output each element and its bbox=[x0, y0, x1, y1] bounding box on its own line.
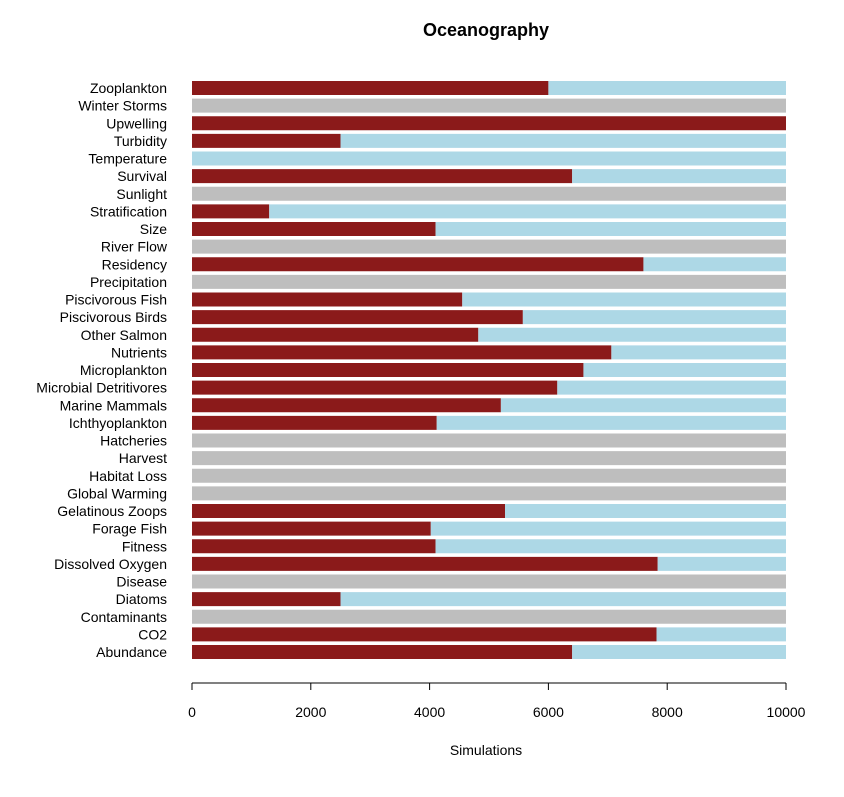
bar-empty-precipitation bbox=[192, 274, 786, 289]
bar-primary-microplankton bbox=[192, 363, 584, 377]
category-label-ichthyoplankton: Ichthyoplankton bbox=[69, 415, 167, 431]
bar-primary-residency bbox=[192, 257, 644, 272]
bar-remainder-dissolved-oxygen bbox=[657, 556, 786, 571]
bar-primary-co2 bbox=[192, 627, 657, 642]
category-label-stratification: Stratification bbox=[90, 203, 167, 219]
bar-empty-harvest bbox=[192, 451, 786, 466]
category-label-hatcheries: Hatcheries bbox=[100, 433, 167, 449]
bar-primary-abundance bbox=[192, 645, 573, 659]
category-label-piscivorous-birds: Piscivorous Birds bbox=[60, 309, 167, 325]
category-label-size: Size bbox=[140, 221, 167, 237]
bar-primary-microbial-detritivores bbox=[192, 380, 558, 395]
category-label-precipitation: Precipitation bbox=[90, 274, 167, 290]
bar-remainder-stratification bbox=[269, 204, 787, 219]
x-tick-label-6000: 6000 bbox=[533, 704, 564, 720]
category-label-global-warming: Global Warming bbox=[67, 485, 167, 501]
bar-empty-habitat-loss bbox=[192, 468, 786, 483]
category-label-diatoms: Diatoms bbox=[116, 591, 167, 607]
chart-title: Oceanography bbox=[423, 20, 549, 40]
bar-primary-nutrients bbox=[192, 345, 612, 360]
category-label-dissolved-oxygen: Dissolved Oxygen bbox=[54, 556, 167, 572]
category-label-survival: Survival bbox=[117, 168, 167, 184]
bar-remainder-gelatinous-zoops bbox=[505, 504, 786, 518]
bar-remainder-co2 bbox=[656, 627, 786, 642]
category-label-sunlight: Sunlight bbox=[116, 186, 167, 202]
bar-primary-size bbox=[192, 222, 436, 236]
category-label-forage-fish: Forage Fish bbox=[92, 521, 167, 537]
bar-remainder-abundance bbox=[572, 645, 786, 659]
bar-remainder-marine-mammals bbox=[500, 398, 786, 413]
bar-primary-piscivorous-fish bbox=[192, 292, 463, 307]
x-tick-label-0: 0 bbox=[188, 704, 196, 720]
category-label-nutrients: Nutrients bbox=[111, 344, 167, 360]
category-label-winter-storms: Winter Storms bbox=[78, 98, 167, 114]
category-label-zooplankton: Zooplankton bbox=[90, 80, 167, 96]
bar-remainder-forage-fish bbox=[430, 521, 786, 536]
bar-primary-fitness bbox=[192, 539, 436, 554]
bar-remainder-zooplankton bbox=[548, 81, 786, 95]
bar-primary-survival bbox=[192, 169, 573, 184]
bar-remainder-microplankton bbox=[583, 363, 786, 377]
x-tick-label-8000: 8000 bbox=[652, 704, 683, 720]
bar-remainder-other-salmon bbox=[478, 327, 786, 342]
category-label-upwelling: Upwelling bbox=[106, 115, 167, 131]
bar-remainder-nutrients bbox=[611, 345, 786, 360]
bar-primary-piscivorous-birds bbox=[192, 310, 523, 325]
bar-primary-zooplankton bbox=[192, 81, 549, 95]
category-label-contaminants: Contaminants bbox=[81, 609, 167, 625]
bar-remainder-fitness bbox=[435, 539, 786, 554]
category-label-temperature: Temperature bbox=[88, 151, 167, 167]
category-label-turbidity: Turbidity bbox=[114, 133, 167, 149]
bar-primary-stratification bbox=[192, 204, 270, 219]
category-label-co2: CO2 bbox=[138, 626, 167, 642]
category-label-piscivorous-fish: Piscivorous Fish bbox=[65, 292, 167, 308]
bar-remainder-ichthyoplankton bbox=[436, 415, 786, 430]
category-label-other-salmon: Other Salmon bbox=[81, 327, 167, 343]
bar-empty-river-flow bbox=[192, 239, 786, 254]
bar-empty-sunlight bbox=[192, 186, 786, 201]
bar-empty-winter-storms bbox=[192, 98, 786, 113]
bar-empty-contaminants bbox=[192, 609, 786, 624]
category-label-disease: Disease bbox=[116, 574, 167, 590]
category-label-gelatinous-zoops: Gelatinous Zoops bbox=[57, 503, 167, 519]
x-axis: 0 2000 4000 6000 8000 10000 bbox=[188, 682, 806, 720]
category-label-harvest: Harvest bbox=[119, 450, 167, 466]
bar-remainder-piscivorous-fish bbox=[462, 292, 786, 307]
bar-primary-dissolved-oxygen bbox=[192, 556, 658, 571]
category-label-abundance: Abundance bbox=[96, 644, 167, 660]
category-label-habitat-loss: Habitat Loss bbox=[89, 468, 167, 484]
bar-remainder-diatoms bbox=[340, 592, 786, 607]
bar-empty-disease bbox=[192, 574, 786, 589]
bar-remainder-piscivorous-birds bbox=[522, 310, 786, 325]
x-tick-label-4000: 4000 bbox=[414, 704, 445, 720]
bar-primary-ichthyoplankton bbox=[192, 415, 437, 430]
category-label-microbial-detritivores: Microbial Detritivores bbox=[36, 380, 167, 396]
bar-remainder-residency bbox=[643, 257, 786, 272]
category-label-fitness: Fitness bbox=[122, 538, 167, 554]
bar-empty-global-warming bbox=[192, 486, 786, 501]
x-tick-label-2000: 2000 bbox=[295, 704, 326, 720]
bar-primary-gelatinous-zoops bbox=[192, 504, 506, 518]
category-label-microplankton: Microplankton bbox=[80, 362, 167, 378]
bar-remainder-microbial-detritivores bbox=[557, 380, 786, 395]
bar-remainder-temperature bbox=[192, 151, 786, 166]
x-axis-title: Simulations bbox=[450, 742, 522, 758]
bar-primary-other-salmon bbox=[192, 327, 479, 342]
category-label-residency: Residency bbox=[102, 256, 167, 272]
x-tick-label-10000: 10000 bbox=[767, 704, 806, 720]
bar-empty-hatcheries bbox=[192, 433, 786, 448]
bar-primary-forage-fish bbox=[192, 521, 431, 536]
bar-primary-marine-mammals bbox=[192, 398, 501, 413]
bar-remainder-size bbox=[435, 222, 786, 236]
bars-group bbox=[192, 81, 787, 659]
bar-primary-diatoms bbox=[192, 592, 341, 607]
category-label-river-flow: River Flow bbox=[101, 239, 168, 255]
bar-remainder-survival bbox=[572, 169, 786, 184]
bar-primary-turbidity bbox=[192, 133, 341, 148]
bar-remainder-turbidity bbox=[340, 133, 786, 148]
category-label-marine-mammals: Marine Mammals bbox=[60, 397, 167, 413]
bar-primary-upwelling bbox=[192, 116, 786, 131]
